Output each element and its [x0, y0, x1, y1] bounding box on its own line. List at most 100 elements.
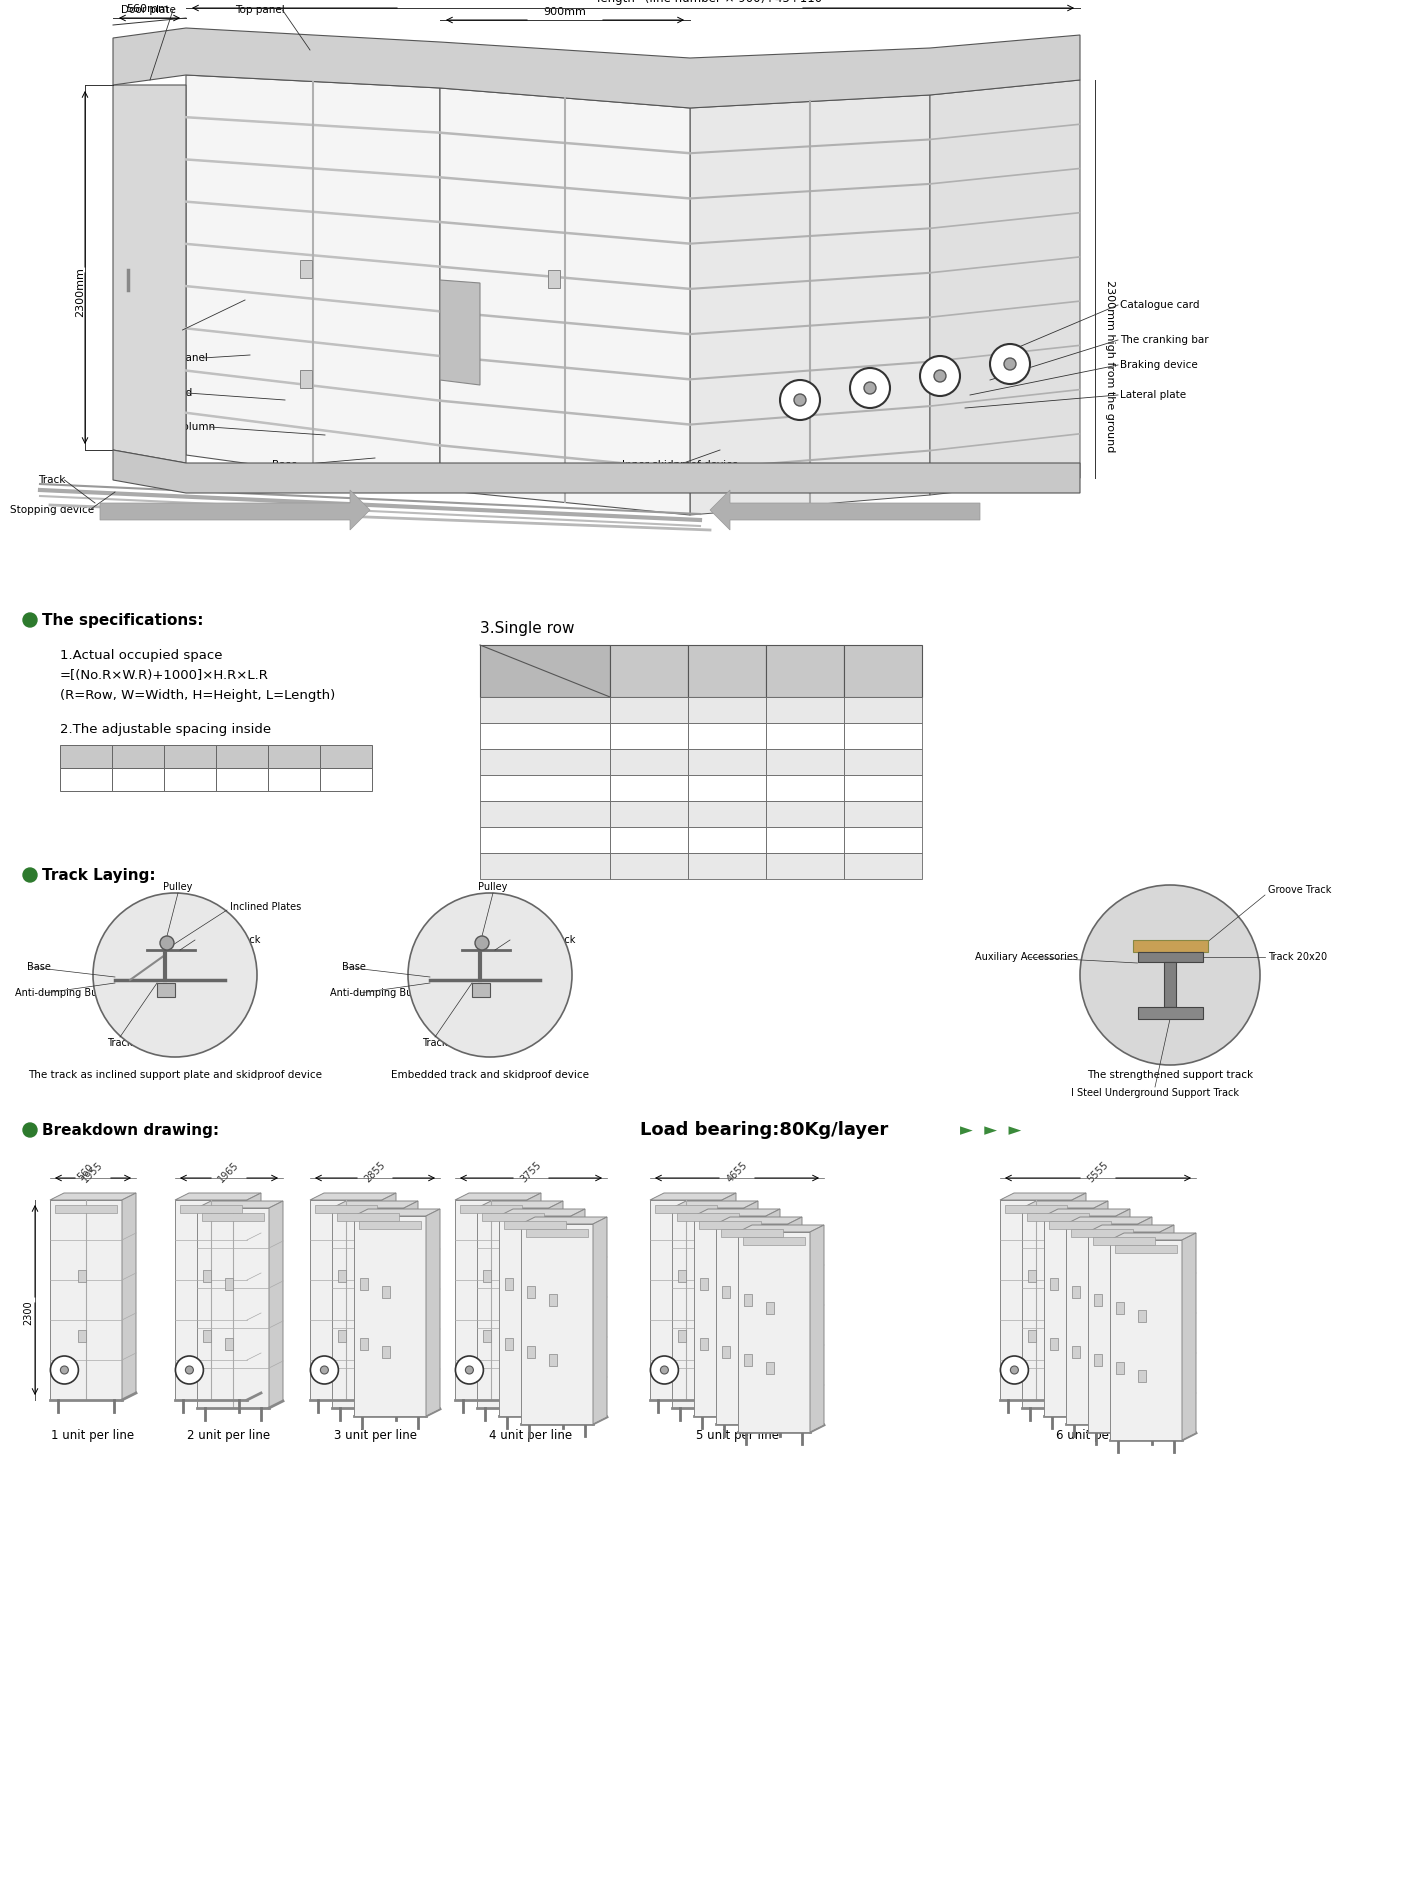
- Bar: [60, 744, 112, 769]
- Text: Bay  Distance: Bay Distance: [504, 808, 585, 821]
- Bar: [1094, 1295, 1103, 1306]
- Text: 1 unit per line: 1 unit per line: [51, 1428, 135, 1441]
- Polygon shape: [186, 75, 441, 490]
- Bar: [1000, 1201, 1071, 1400]
- Bar: [472, 983, 490, 998]
- Text: Sise       Groups: Sise Groups: [487, 654, 570, 663]
- Text: Line  number: Line number: [176, 507, 264, 519]
- Bar: [1071, 1229, 1133, 1236]
- Bar: [300, 259, 313, 278]
- Polygon shape: [114, 28, 1080, 107]
- Bar: [701, 1278, 708, 1291]
- Text: 2855: 2855: [362, 1159, 388, 1184]
- Text: 4 unit per line: 4 unit per line: [489, 1428, 573, 1441]
- Text: Line  Width: Line Width: [512, 782, 578, 795]
- Bar: [156, 983, 175, 998]
- Polygon shape: [247, 1193, 261, 1400]
- Bar: [1088, 1233, 1160, 1432]
- Text: Bookend: Bookend: [148, 387, 193, 398]
- Bar: [701, 1338, 708, 1349]
- Text: 5: 5: [82, 750, 90, 763]
- Text: 2300: 2300: [23, 1300, 33, 1325]
- Circle shape: [990, 344, 1030, 383]
- Circle shape: [185, 1366, 193, 1374]
- Bar: [112, 744, 163, 769]
- Text: 8: 8: [237, 750, 246, 763]
- Bar: [610, 750, 688, 774]
- Bar: [1022, 1208, 1094, 1407]
- Polygon shape: [1115, 1208, 1130, 1417]
- Text: Track20X20: Track20X20: [422, 1037, 479, 1048]
- Bar: [460, 1204, 522, 1214]
- Bar: [315, 1204, 377, 1214]
- Polygon shape: [499, 1208, 585, 1216]
- Bar: [1050, 1338, 1059, 1349]
- Bar: [1133, 940, 1208, 953]
- Polygon shape: [1022, 1201, 1108, 1208]
- Polygon shape: [404, 1201, 418, 1407]
- Bar: [610, 774, 688, 800]
- Text: 560: 560: [793, 782, 817, 795]
- Text: Groove Track: Groove Track: [1268, 885, 1331, 894]
- Bar: [766, 644, 844, 697]
- Bar: [844, 723, 922, 750]
- Bar: [688, 644, 766, 697]
- Text: 3: 3: [801, 729, 809, 742]
- Text: 3755: 3755: [519, 1159, 543, 1184]
- Text: 4655: 4655: [725, 1159, 749, 1184]
- Text: 2300: 2300: [867, 755, 899, 769]
- Bar: [688, 723, 766, 750]
- Bar: [477, 1208, 549, 1407]
- Polygon shape: [114, 449, 1080, 492]
- Bar: [269, 744, 320, 769]
- Polygon shape: [477, 1201, 563, 1208]
- Bar: [50, 1201, 122, 1400]
- Bar: [180, 1204, 242, 1214]
- Text: Base: Base: [27, 962, 51, 971]
- Bar: [1093, 1236, 1155, 1246]
- Bar: [676, 1214, 739, 1221]
- Bar: [678, 1330, 686, 1342]
- Bar: [480, 827, 610, 853]
- Bar: [1050, 1278, 1059, 1291]
- Polygon shape: [789, 1218, 801, 1424]
- Bar: [504, 1278, 513, 1291]
- Bar: [360, 1221, 421, 1229]
- Text: 1440: 1440: [710, 859, 743, 872]
- Bar: [482, 1214, 544, 1221]
- Polygon shape: [50, 1193, 136, 1201]
- Polygon shape: [333, 1201, 418, 1208]
- Text: 3: 3: [880, 729, 887, 742]
- Bar: [526, 1229, 588, 1236]
- Bar: [649, 1201, 722, 1400]
- Bar: [338, 1270, 345, 1281]
- Polygon shape: [354, 1208, 441, 1216]
- Bar: [720, 1229, 783, 1236]
- Text: 560: 560: [75, 1161, 97, 1182]
- Bar: [844, 774, 922, 800]
- Text: Column: Column: [175, 423, 215, 432]
- Circle shape: [92, 893, 257, 1058]
- Text: 560: 560: [637, 782, 661, 795]
- Circle shape: [934, 370, 946, 381]
- Text: 2855: 2855: [710, 703, 743, 716]
- Text: 198: 198: [637, 834, 661, 847]
- Text: ►  ►  ►: ► ► ►: [961, 1122, 1022, 1139]
- Text: 325: 325: [126, 772, 149, 785]
- Polygon shape: [527, 1193, 541, 1400]
- Circle shape: [455, 1357, 483, 1385]
- Bar: [844, 644, 922, 697]
- Bar: [320, 769, 372, 791]
- Text: Pulley: Pulley: [163, 881, 193, 893]
- Bar: [766, 1362, 774, 1374]
- Text: Top panel: Top panel: [234, 6, 284, 15]
- Text: 235: 235: [230, 772, 254, 785]
- Text: 2300mm high from the ground: 2300mm high from the ground: [1106, 280, 1115, 453]
- Bar: [480, 723, 610, 750]
- Bar: [1027, 1214, 1088, 1221]
- Text: Track20X20: Track20X20: [107, 1037, 163, 1048]
- Bar: [549, 1355, 557, 1366]
- Text: 150: 150: [334, 772, 358, 785]
- Polygon shape: [766, 1208, 780, 1417]
- Text: 900: 900: [793, 808, 817, 821]
